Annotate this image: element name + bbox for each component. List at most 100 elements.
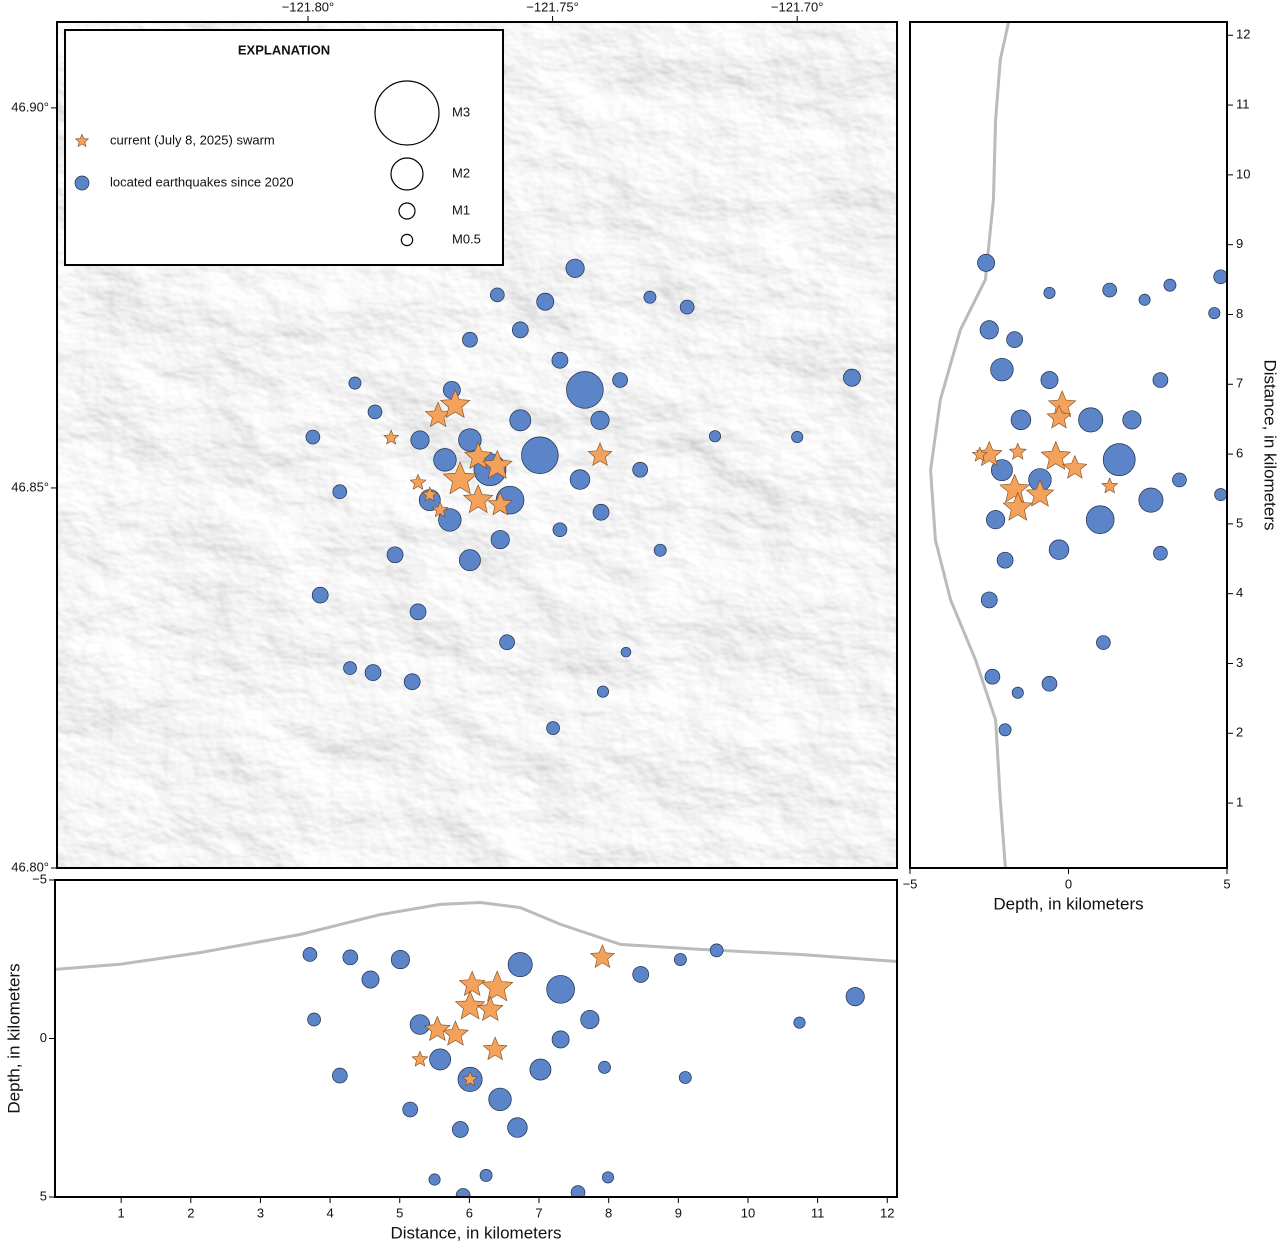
circle-marker	[386, 546, 404, 564]
size-legend-label: M3	[452, 104, 470, 119]
x-tick-label: 1	[118, 1205, 125, 1220]
circle-marker	[546, 975, 575, 1004]
size-legend-circle	[390, 157, 424, 191]
x-axis-label: Depth, in kilometers	[993, 894, 1143, 913]
y-tick-label: 4	[1236, 585, 1243, 600]
circle-marker	[409, 1014, 431, 1035]
circle-marker	[302, 947, 318, 962]
circle-marker	[507, 952, 533, 978]
size-legend-circle	[400, 233, 414, 247]
circle-marker	[499, 634, 515, 651]
panel-bg	[55, 880, 897, 1197]
circle-marker	[843, 368, 861, 387]
circle-marker	[1138, 487, 1164, 513]
circle-marker	[311, 586, 329, 604]
circle-marker	[546, 721, 560, 735]
legend-title: EXPLANATION	[238, 42, 330, 57]
circle-marker	[986, 510, 1006, 530]
star-marker	[999, 473, 1030, 503]
star-marker	[442, 461, 478, 495]
y-tick-label: 7	[1236, 376, 1243, 391]
circle-marker	[343, 661, 357, 675]
star-marker	[462, 1070, 479, 1087]
circle-marker	[458, 428, 482, 452]
y-tick-label: 8	[1236, 306, 1243, 321]
circle-marker	[996, 551, 1014, 569]
circle-marker	[566, 371, 604, 409]
circle-marker	[490, 530, 510, 550]
circle-marker	[551, 1030, 570, 1049]
circle-marker	[596, 685, 609, 698]
y-tick-label: 3	[1236, 655, 1243, 670]
circle-marker	[1163, 278, 1177, 292]
topography-profile	[929, 22, 1011, 868]
circle-marker	[845, 987, 865, 1007]
circle-marker	[511, 321, 529, 339]
star-marker	[1047, 390, 1077, 418]
y-tick-label: −5	[32, 871, 47, 886]
star-marker	[1046, 404, 1072, 429]
y-tick-label: 5	[1236, 515, 1243, 530]
plot-area	[55, 900, 897, 1197]
x-tick-label: 4	[326, 1205, 333, 1220]
x-tick-label: 3	[257, 1205, 264, 1220]
circle-marker	[1214, 488, 1227, 501]
x-tick-label: −121.70°	[771, 0, 824, 14]
y-tick-label: 1	[1236, 795, 1243, 810]
star-marker	[480, 970, 514, 1002]
x-tick-label: 11	[811, 1205, 825, 1220]
circle-marker	[332, 484, 348, 500]
circle-marker	[1040, 371, 1059, 390]
circle-marker	[361, 970, 380, 989]
x-tick-label: 7	[535, 1205, 542, 1220]
star-marker	[462, 484, 494, 514]
x-tick-label: −5	[903, 876, 918, 891]
size-legend-label: M0.5	[452, 231, 481, 246]
circle-marker	[598, 1060, 611, 1074]
y-axis-label: Depth, in kilometers	[4, 963, 23, 1113]
plot-area	[305, 258, 861, 735]
circle-marker	[551, 351, 569, 369]
circle-marker	[1041, 675, 1058, 692]
circle-marker	[410, 430, 430, 450]
circle-marker	[455, 1188, 471, 1197]
circle-marker	[307, 1012, 321, 1027]
circle-marker	[590, 410, 610, 430]
circle-marker	[1152, 372, 1169, 388]
star-marker	[1002, 491, 1034, 521]
y-tick-label: 11	[1236, 97, 1250, 112]
circle-marker	[984, 668, 1001, 685]
star-marker	[482, 449, 513, 479]
circle-marker	[509, 409, 532, 432]
x-tick-label: 10	[741, 1205, 755, 1220]
circle-marker	[791, 431, 804, 444]
star-marker	[487, 491, 513, 516]
circle-marker	[632, 461, 648, 478]
circle-marker	[998, 723, 1012, 737]
star-marker	[1008, 442, 1027, 460]
circle-marker	[1172, 472, 1187, 488]
circle-marker	[342, 949, 359, 966]
circle-marker	[1096, 635, 1111, 650]
circle-marker	[429, 1048, 452, 1071]
star-marker	[476, 995, 504, 1022]
y-tick-label: 2	[1236, 725, 1243, 740]
circle-marker	[403, 673, 421, 691]
circle-marker	[402, 1101, 419, 1118]
circle-marker	[673, 953, 687, 966]
size-legend-label: M2	[452, 165, 470, 180]
circle-marker	[592, 503, 610, 521]
panel-bg	[910, 22, 1227, 868]
size-legend-label: M1	[452, 202, 470, 217]
circle-marker	[1208, 307, 1221, 320]
size-legend-circle	[398, 202, 416, 220]
star-marker	[1040, 440, 1072, 470]
circle-marker	[74, 175, 90, 191]
circle-marker	[488, 1087, 512, 1112]
x-tick-label: 2	[187, 1205, 194, 1220]
circle-marker	[653, 543, 667, 557]
y-tick-label: 46.85°	[11, 479, 49, 494]
x-tick-label: 12	[880, 1205, 894, 1220]
circle-marker	[489, 287, 505, 303]
